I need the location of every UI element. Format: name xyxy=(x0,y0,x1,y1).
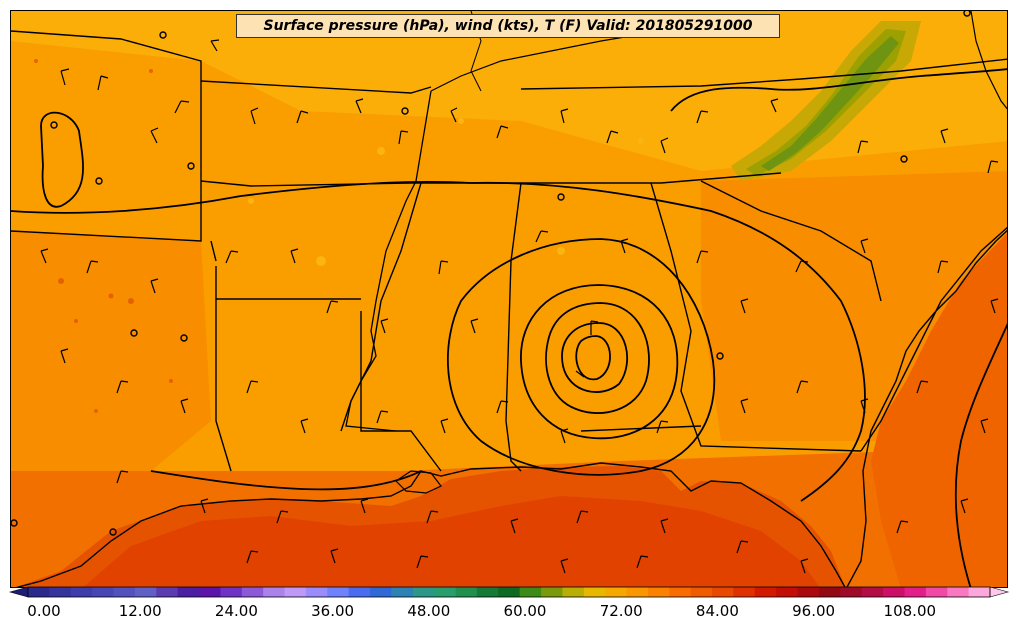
colorbar-segment xyxy=(647,587,670,597)
cool-speckles xyxy=(248,118,644,266)
colorbar-segment xyxy=(883,587,905,597)
colorbar-segment xyxy=(925,587,948,597)
colorbar-segment xyxy=(220,587,243,597)
colorbar-segment xyxy=(690,587,713,597)
colorbar-segment xyxy=(626,587,649,597)
wind-barbs xyxy=(40,39,999,574)
colorbar-segment xyxy=(455,587,478,597)
colorbar-segment xyxy=(134,587,157,597)
colorbar-segment xyxy=(733,587,756,597)
colorbar-segment xyxy=(583,587,606,597)
colorbar-segment xyxy=(177,587,200,597)
colorbar-segment xyxy=(284,587,307,597)
state-boundaries xyxy=(11,30,1007,472)
colorbar-segment xyxy=(241,587,264,597)
colorbar-segment xyxy=(818,587,841,597)
colorbar-segment xyxy=(947,587,970,597)
colorbar-segment xyxy=(498,587,521,597)
colorbar-segment xyxy=(669,587,692,597)
colorbar-segment xyxy=(113,587,136,597)
colorbar-segment xyxy=(370,587,392,597)
colorbar-tick-label: 48.00 xyxy=(407,602,451,620)
appalachian-ridges xyxy=(761,36,899,171)
colorbar-segment xyxy=(92,587,114,597)
warm-speckles xyxy=(34,59,173,413)
atlantic-water xyxy=(871,233,1007,587)
colorbar-segment xyxy=(348,587,371,597)
colorbar-segment xyxy=(305,587,328,597)
colorbar-tick-label: 24.00 xyxy=(214,602,258,620)
colorbar-segment xyxy=(840,587,863,597)
gulf-coastline xyxy=(15,462,846,587)
colorbar-segment xyxy=(562,587,585,597)
atlantic-coastline xyxy=(846,229,1007,587)
pressure-contours xyxy=(11,68,1007,587)
colorbar-segment xyxy=(861,587,884,597)
colorbar-segment xyxy=(797,587,820,597)
colorbar-tick-label: 72.00 xyxy=(599,602,643,620)
colorbar-tick-label: 12.00 xyxy=(118,602,162,620)
colorbar-segment xyxy=(49,587,72,597)
colorbar-extend-high xyxy=(989,586,1010,598)
colorbar-segment xyxy=(412,587,435,597)
colorbar-tick-label: 96.00 xyxy=(792,602,836,620)
map-title: Surface pressure (hPa), wind (kts), T (F… xyxy=(236,14,780,38)
colorbar-segment xyxy=(156,587,179,597)
colorbar-segment xyxy=(519,587,542,597)
colorbar-tick-label: 0.00 xyxy=(27,602,61,620)
mississippi-river xyxy=(345,90,432,432)
calm-stations xyxy=(11,11,971,536)
colorbar-segment xyxy=(712,587,734,597)
colorbar-segment xyxy=(776,587,798,597)
map-title-text: Surface pressure (hPa), wind (kts), T (F… xyxy=(263,18,753,34)
map-canvas xyxy=(11,11,1007,587)
colorbar-segment xyxy=(263,587,285,597)
colorbar-segment xyxy=(904,587,927,597)
colorbar-segment xyxy=(605,587,627,597)
temperature-colorbar xyxy=(8,586,1010,598)
colorbar-tick-label: 108.00 xyxy=(883,602,937,620)
colorbar-segment xyxy=(541,587,563,597)
weather-map xyxy=(10,10,1008,588)
colorbar-tick-label: 84.00 xyxy=(695,602,739,620)
colorbar-tick-label: 60.00 xyxy=(503,602,547,620)
colorbar-extend-low xyxy=(8,586,29,598)
colorbar-segment xyxy=(754,587,777,597)
colorbar-segment xyxy=(199,587,221,597)
colorbar-segment xyxy=(391,587,414,597)
gulf-water-deep xyxy=(83,496,820,587)
colorbar-segment xyxy=(70,587,93,597)
colorbar-outline xyxy=(27,586,991,598)
colorbar-segment xyxy=(968,587,991,597)
lake-pontchartrain xyxy=(395,470,442,494)
colorbar-tick-label: 36.00 xyxy=(311,602,355,620)
temperature-field-north xyxy=(11,11,1007,171)
temperature-field-west xyxy=(11,231,211,521)
colorbar-segment xyxy=(28,587,50,597)
colorbar-segment xyxy=(476,587,499,597)
colorbar-segment xyxy=(434,587,456,597)
colorbar-segment xyxy=(327,587,350,597)
